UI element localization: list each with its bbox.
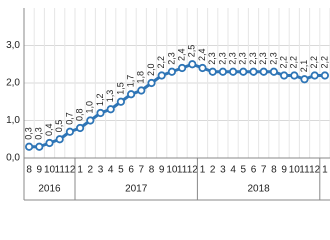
- point: [178, 63, 187, 73]
- value-label: 2,2: [156, 56, 166, 69]
- value-label: 1,5: [115, 82, 125, 95]
- value-label: 2,2: [309, 56, 319, 69]
- value-label: 0,5: [54, 120, 64, 133]
- value-label: 1,8: [136, 71, 146, 84]
- x-tick-label: 7: [261, 165, 267, 176]
- y-tick-label: 2,0: [6, 78, 20, 89]
- x-tick-label: 9: [159, 165, 165, 176]
- point: [137, 86, 146, 95]
- point: [127, 90, 136, 99]
- value-label: 2,0: [146, 63, 156, 76]
- point: [96, 108, 105, 118]
- point: [167, 67, 176, 76]
- point: [229, 67, 238, 76]
- value-label: 2,4: [197, 48, 207, 61]
- x-tick-label: 8: [149, 165, 155, 176]
- x-tick-label: 2: [88, 165, 94, 176]
- value-label: 2,3: [238, 52, 248, 65]
- x-tick-label: 1: [200, 165, 206, 176]
- x-tick-label: 10: [44, 165, 56, 176]
- x-tick-label: 5: [118, 165, 124, 176]
- x-tick-label: 3: [220, 165, 226, 176]
- value-label: 0,3: [23, 127, 33, 140]
- value-label: 1,0: [85, 101, 95, 114]
- x-tick-label: 11: [55, 165, 66, 176]
- x-tick-label: 7: [139, 165, 145, 176]
- point: [188, 60, 197, 69]
- year-label: 2017: [125, 184, 148, 195]
- value-label: 1,7: [125, 75, 135, 88]
- point: [116, 97, 126, 106]
- point: [300, 75, 309, 84]
- point: [249, 67, 258, 76]
- x-tick-label: 1: [77, 165, 83, 176]
- point: [269, 67, 278, 76]
- value-label: 2,3: [227, 52, 237, 65]
- value-label: 2,1: [299, 60, 309, 73]
- value-label: 2,3: [166, 52, 176, 65]
- x-tick-label: 4: [230, 165, 236, 176]
- point: [65, 127, 75, 136]
- point: [76, 123, 85, 133]
- x-tick-label: 11: [177, 165, 188, 176]
- point: [55, 135, 64, 144]
- value-label: 2,4: [176, 48, 186, 61]
- y-tick-label: 1,0: [6, 115, 20, 126]
- point: [279, 71, 289, 80]
- x-tick-label: 10: [166, 165, 178, 176]
- x-tick-label: 12: [64, 165, 76, 176]
- x-tick-label: 12: [187, 165, 199, 176]
- point: [35, 142, 44, 151]
- value-label: 2,3: [248, 52, 258, 65]
- point: [45, 138, 54, 148]
- point: [147, 78, 156, 88]
- value-label: 2,3: [258, 52, 268, 65]
- x-tick-label: 1: [322, 165, 328, 176]
- value-label: 0,8: [74, 108, 84, 121]
- y-tick-label: 3,0: [6, 40, 20, 51]
- value-label: 2,5: [187, 45, 197, 58]
- chart: 0,01,02,03,08 9 10 11 12 1 2 3 4 5 6 7 8 9 10 11 12 1 2 3 4 5…: [6, 8, 330, 201]
- point: [157, 71, 166, 80]
- point: [259, 67, 268, 76]
- x-tick-label: 9: [37, 165, 43, 176]
- value-label: 2,3: [268, 52, 278, 65]
- point: [24, 142, 34, 151]
- point: [290, 71, 299, 80]
- point: [106, 105, 115, 114]
- year-label: 2018: [247, 184, 270, 195]
- value-label: 1,2: [95, 93, 105, 106]
- x-tick-label: 8: [26, 165, 32, 176]
- x-tick-label: 11: [299, 165, 310, 176]
- point: [239, 67, 248, 76]
- point: [320, 71, 329, 80]
- x-tick-label: 10: [289, 165, 301, 176]
- x-tick-label: 6: [128, 165, 134, 176]
- value-label: 0,7: [64, 112, 74, 125]
- value-label: 2,2: [278, 56, 288, 69]
- year-label: 2016: [38, 184, 61, 195]
- point: [310, 71, 319, 80]
- point: [86, 116, 95, 125]
- x-tick-label: 4: [108, 165, 114, 176]
- value-label: 2,2: [319, 56, 329, 69]
- point: [218, 67, 227, 76]
- x-tick-label: 3: [98, 165, 104, 176]
- x-tick-label: 2: [210, 165, 216, 176]
- y-tick-label: 0,0: [6, 153, 20, 164]
- point: [198, 63, 207, 73]
- x-tick-label: 8: [271, 165, 277, 176]
- x-tick-label: 9: [281, 165, 287, 176]
- value-label: 0,3: [34, 127, 44, 140]
- x-tick-label: 12: [309, 165, 321, 176]
- value-label: 0,4: [44, 123, 54, 136]
- value-label: 2,3: [217, 52, 227, 65]
- point: [208, 67, 217, 76]
- value-label: 2,3: [207, 52, 217, 65]
- value-label: 1,3: [105, 90, 115, 103]
- value-label: 2,2: [289, 56, 299, 69]
- x-tick-label: 6: [251, 165, 257, 176]
- x-tick-label: 5: [241, 165, 247, 176]
